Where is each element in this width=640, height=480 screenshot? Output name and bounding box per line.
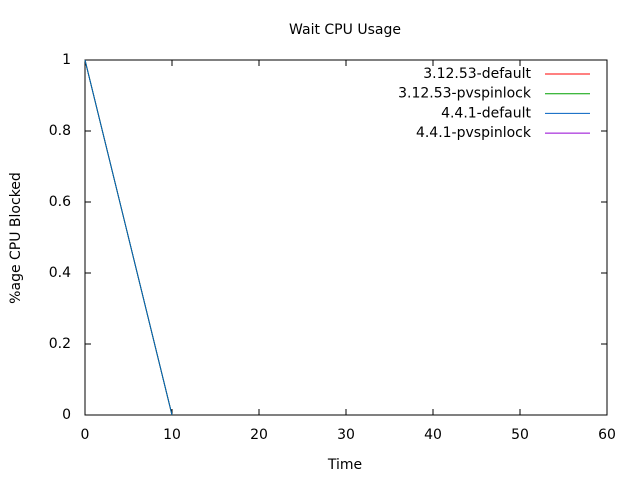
x-tick-label: 10 [163,427,181,443]
y-tick-label: 0.6 [49,194,71,210]
y-axis-label: %age CPU Blocked [8,172,24,304]
chart-title: Wait CPU Usage [289,22,401,38]
x-tick-label: 0 [81,427,90,443]
y-tick-label: 1 [62,52,71,68]
legend-label: 4.4.1-default [441,105,531,121]
y-tick-label: 0.2 [49,336,71,352]
x-tick-label: 40 [424,427,442,443]
y-tick-label: 0.8 [49,123,71,139]
legend-label: 3.12.53-default [423,66,531,82]
y-tick-label: 0.4 [49,265,71,281]
legend-label: 4.4.1-pvspinlock [416,125,532,141]
x-tick-label: 50 [511,427,529,443]
x-tick-label: 20 [250,427,268,443]
x-tick-label: 30 [337,427,355,443]
x-axis-label: Time [327,457,362,473]
series-line [84,59,173,416]
x-tick-label: 60 [598,427,616,443]
legend-label: 3.12.53-pvspinlock [398,86,532,102]
y-tick-label: 0 [62,407,71,423]
